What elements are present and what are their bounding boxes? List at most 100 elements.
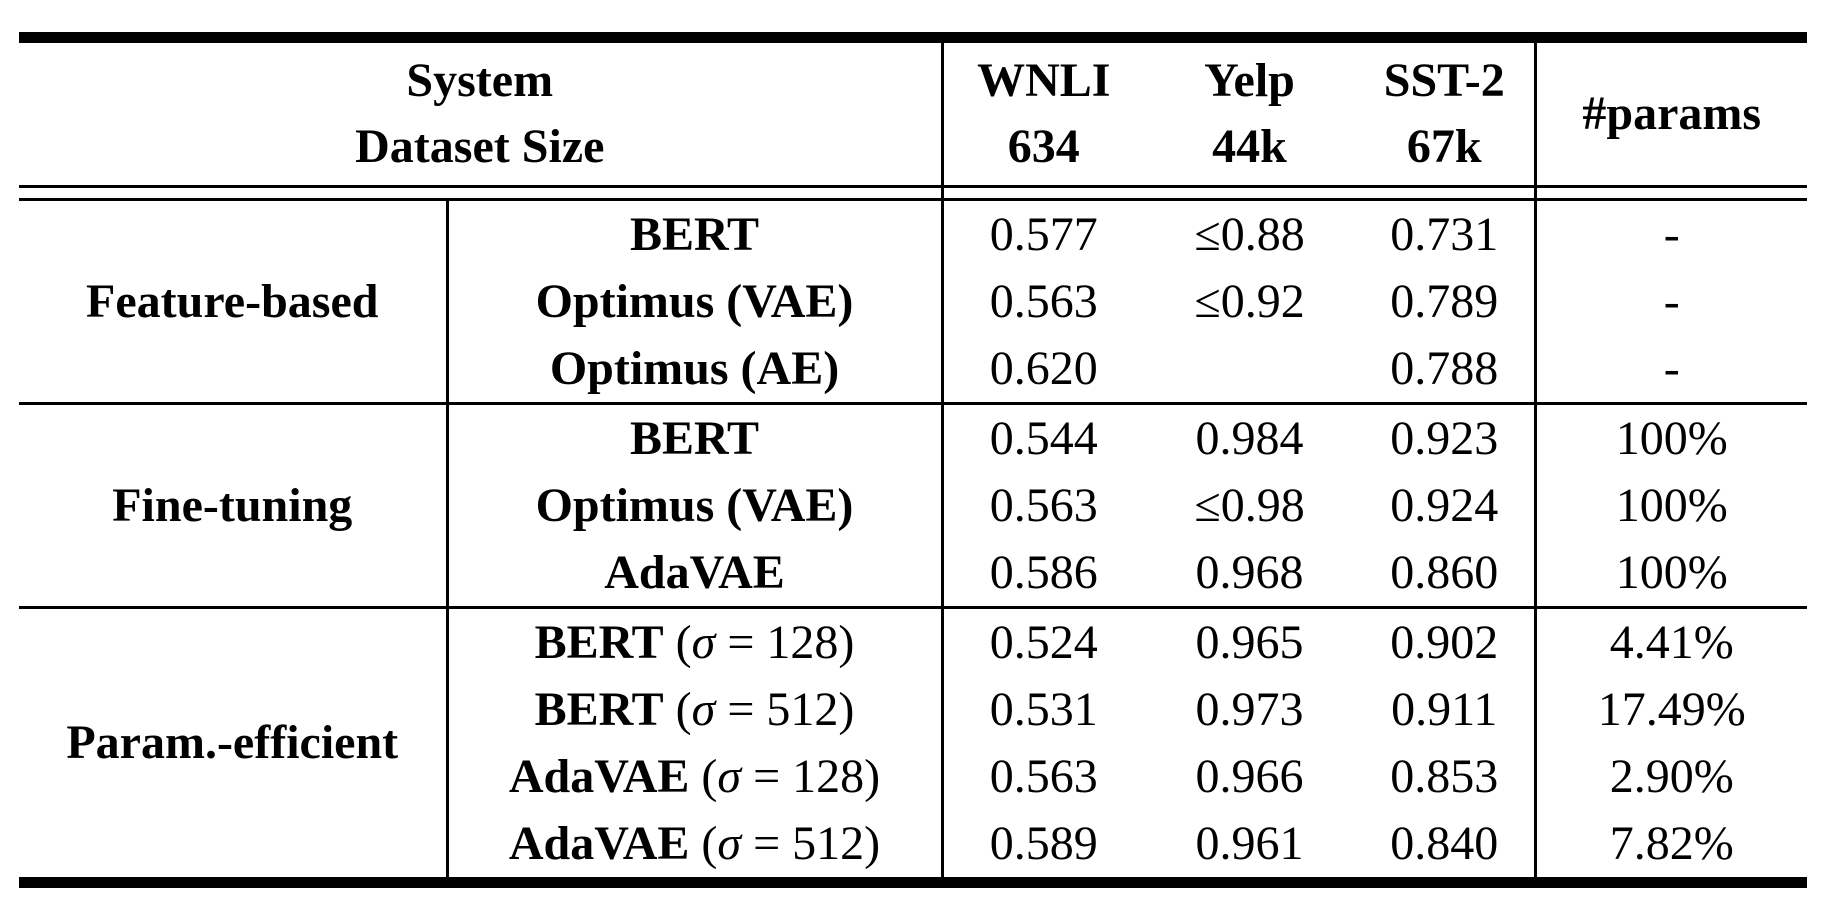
sigma-symbol: σ — [717, 816, 742, 870]
cell-wnli: 0.524 — [940, 606, 1145, 676]
system-name: BERT — [629, 411, 760, 465]
cell-yelp — [1144, 335, 1355, 404]
table-row: AdaVAE (σ = 128) 0.563 0.966 0.853 2.90% — [19, 743, 1808, 810]
cell-wnli: 0.586 — [940, 539, 1145, 608]
cell-system: BERT — [445, 199, 943, 268]
sigma-symbol: σ — [691, 682, 716, 736]
header-system-dataset-size: System Dataset Size — [19, 43, 942, 187]
cell-sst2: 0.911 — [1391, 682, 1498, 736]
double-rule-segment — [940, 185, 1536, 201]
cell-params: 100% — [1533, 539, 1808, 608]
system-sigma-rest: = 512) — [741, 816, 881, 870]
cell-sst2: 0.840 — [1390, 816, 1499, 870]
system-sigma-open: ( — [689, 816, 718, 870]
cell-system: AdaVAE (σ = 128) — [445, 743, 943, 810]
cell-params: 2.90% — [1533, 743, 1808, 810]
cell-sst2: 0.902 — [1355, 606, 1536, 676]
table-row: Optimus (VAE) 0.563 ≤0.92 0.789 - — [19, 268, 1808, 335]
cell-system: Optimus (VAE) — [445, 268, 943, 335]
cell-sst2: 0.924 — [1390, 478, 1499, 532]
cell-sst2: 0.860 — [1390, 545, 1499, 599]
cell-wnli: 0.544 — [940, 402, 1145, 472]
cell-yelp: 0.968 — [1195, 545, 1304, 599]
system-sigma-rest: = 128) — [715, 615, 855, 669]
header-sst2-name: SST-2 — [1383, 54, 1505, 107]
cell-params: 7.82% — [1533, 810, 1808, 877]
results-table-wrapper: System Dataset Size WNLI 634 Yelp 44k SS… — [19, 32, 1808, 888]
table-header-row: System Dataset Size WNLI 634 Yelp 44k SS… — [19, 43, 1808, 187]
cell-yelp: 0.965 — [1144, 606, 1356, 676]
cell-params: 100% — [1533, 402, 1808, 472]
sigma-symbol: σ — [691, 615, 716, 669]
double-rule — [19, 185, 1808, 201]
group-label-feature-based: Feature-based — [86, 274, 379, 328]
cell-system: Optimus (AE) — [445, 335, 943, 404]
cell-params: 17.49% — [1533, 676, 1808, 743]
system-name: AdaVAE — [508, 816, 690, 870]
cell-wnli: 0.589 — [940, 810, 1145, 877]
system-name: BERT — [534, 682, 664, 736]
cell-wnli: 0.563 — [940, 268, 1145, 335]
cell-wnli: 0.531 — [940, 676, 1145, 743]
cell-sst2: 0.788 — [1390, 341, 1499, 395]
table-row: Optimus (AE) 0.620 0.788 - — [19, 335, 1808, 404]
cell-wnli: 0.563 — [940, 472, 1145, 539]
table-row: BERT (σ = 512) 0.531 0.973 0.911 17.49% — [19, 676, 1808, 743]
header-yelp-name: Yelp — [1204, 54, 1295, 107]
table-row: Feature-based BERT 0.577 ≤0.88 0.731 - — [19, 199, 1808, 325]
cell-params: 4.41% — [1533, 606, 1808, 676]
cell-yelp: 0.961 — [1195, 816, 1304, 870]
cell-yelp: 0.973 — [1195, 682, 1304, 736]
cell-params: - — [1533, 335, 1808, 404]
system-name: Optimus (VAE) — [535, 274, 854, 328]
header-yelp-size: 44k — [1212, 120, 1287, 173]
cell-params: - — [1533, 268, 1808, 335]
cell-params: 100% — [1533, 472, 1808, 539]
system-sigma-open: ( — [663, 615, 692, 669]
cell-sst2: 0.789 — [1390, 274, 1499, 328]
cell-yelp: ≤0.88 — [1194, 207, 1305, 261]
double-rule-segment — [19, 185, 943, 201]
cell-wnli: 0.563 — [940, 743, 1145, 810]
system-name: Optimus (AE) — [549, 341, 840, 395]
results-table: System Dataset Size WNLI 634 Yelp 44k SS… — [19, 43, 1808, 877]
cell-yelp: 0.984 — [1144, 402, 1356, 472]
cell-system: BERT — [445, 402, 943, 472]
double-rule-segment — [1533, 185, 1808, 201]
cell-system: AdaVAE — [445, 539, 943, 608]
header-wnli: WNLI 634 — [940, 43, 1145, 187]
cell-system: Optimus (VAE) — [445, 472, 943, 539]
cell-yelp: ≤0.92 — [1194, 274, 1305, 328]
header-dataset-size-label: Dataset Size — [355, 120, 605, 173]
header-wnli-size: 634 — [1007, 120, 1080, 173]
header-params: #params — [1533, 43, 1808, 187]
header-sst2-size: 67k — [1406, 120, 1482, 173]
cell-system: BERT (σ = 128) — [445, 606, 943, 676]
header-sst2: SST-2 67k — [1355, 43, 1535, 187]
cell-sst2: 0.923 — [1355, 402, 1536, 472]
header-system-label: System — [406, 54, 554, 107]
system-sigma-rest: = 512) — [715, 682, 855, 736]
system-name: Optimus (VAE) — [535, 478, 854, 532]
cell-system: BERT (σ = 512) — [445, 676, 943, 743]
cell-system: AdaVAE (σ = 512) — [445, 810, 943, 877]
table-row: Param.-efficient BERT (σ = 128) 0.524 0.… — [19, 606, 1808, 877]
cell-wnli: 0.620 — [940, 335, 1145, 404]
system-sigma-open: ( — [689, 749, 718, 803]
system-sigma-open: ( — [663, 682, 692, 736]
system-name: BERT — [534, 615, 664, 669]
cell-params: - — [1533, 199, 1808, 268]
group-label-param-efficient: Param.-efficient — [19, 606, 447, 877]
system-name: BERT — [629, 207, 760, 261]
group-label-fine-tuning: Fine-tuning — [19, 402, 447, 608]
system-name: AdaVAE — [508, 749, 690, 803]
cell-yelp: ≤0.98 — [1194, 478, 1305, 532]
table-row: Fine-tuning BERT 0.544 0.984 0.923 100% — [19, 402, 1808, 608]
cell-sst2: 0.853 — [1390, 749, 1499, 803]
cell-sst2: 0.731 — [1390, 207, 1499, 261]
system-name: AdaVAE — [604, 545, 785, 599]
table-row: Optimus (VAE) 0.563 ≤0.98 0.924 100% — [19, 472, 1808, 539]
cell-wnli: 0.577 — [940, 199, 1145, 268]
table-row: AdaVAE 0.586 0.968 0.860 100% — [19, 539, 1808, 608]
